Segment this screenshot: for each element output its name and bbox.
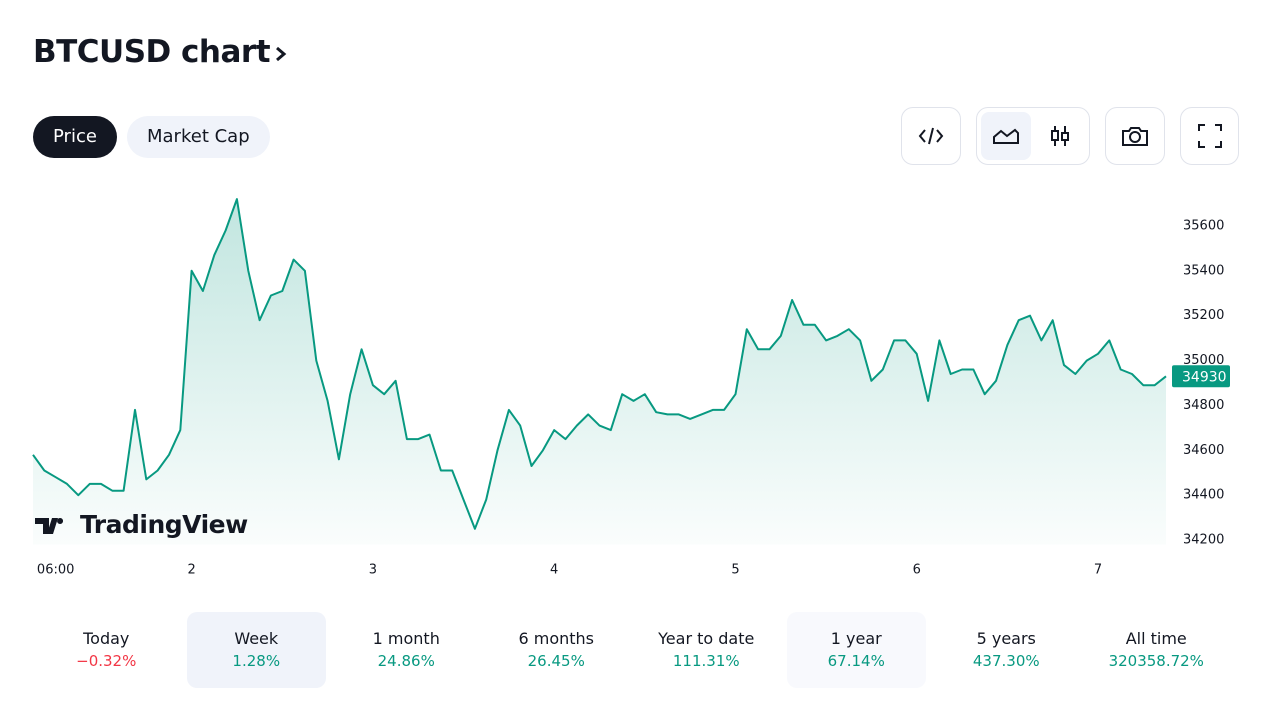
price-line (32, 198, 1167, 530)
period-label: 1 month (372, 629, 440, 648)
period[interactable]: Today −0.32% (37, 612, 176, 688)
fullscreen-button[interactable] (1180, 107, 1239, 165)
x-tick-label: 7 (1094, 563, 1102, 578)
tab[interactable]: Price (33, 116, 117, 158)
period-change: 67.14% (827, 652, 885, 670)
y-tick-label: 35400 (1183, 263, 1224, 278)
x-tick-label: 2 (187, 563, 195, 578)
period-change: 1.28% (232, 652, 281, 670)
period-change: 320358.72% (1108, 652, 1204, 670)
period[interactable]: 6 months 26.45% (487, 612, 626, 688)
tab[interactable]: Market Cap (127, 116, 270, 158)
period-label: 6 months (518, 629, 595, 648)
period-label: 1 year (830, 629, 882, 648)
period[interactable]: Week 1.28% (187, 612, 326, 688)
x-tick-label: 4 (550, 563, 558, 578)
period[interactable]: All time 320358.72% (1087, 612, 1226, 688)
period[interactable]: Year to date 111.31% (637, 612, 776, 688)
snapshot-button[interactable] (1105, 107, 1165, 165)
chevron (276, 46, 287, 61)
y-tick-label: 34400 (1183, 488, 1224, 503)
period-change: 24.86% (377, 652, 435, 670)
period-label: Week (234, 629, 279, 648)
y-tick-label: 35200 (1183, 308, 1224, 323)
x-tick-label: 5 (731, 563, 739, 578)
last-price-label: 34930 (1182, 369, 1227, 385)
period-label: Today (83, 629, 130, 648)
y-tick-label: 34800 (1183, 398, 1224, 413)
y-tick-label: 35600 (1183, 218, 1224, 233)
chart: TradingView 3420034400346003480035000352… (32, 198, 1230, 578)
period-label: 5 years (976, 629, 1036, 648)
y-tick-label: 34200 (1183, 533, 1224, 548)
y-tick-label: 35000 (1183, 353, 1224, 368)
period-change: 437.30% (972, 652, 1040, 670)
title[interactable]: BTCUSD chart (33, 34, 288, 70)
period[interactable]: 5 years 437.30% (937, 612, 1076, 688)
area-button[interactable] (981, 112, 1031, 160)
x-tick-label: 06:00 (37, 563, 74, 578)
period-label: All time (1125, 629, 1187, 648)
periods: Today −0.32% Week 1.28% 1 month 24.86% 6 month… (37, 612, 1237, 688)
period-change: 26.45% (527, 652, 585, 670)
watermark-text: TradingView (80, 510, 248, 539)
candles-button[interactable] (1035, 112, 1085, 160)
period-change: 111.31% (672, 652, 740, 670)
x-tick-label: 3 (369, 563, 377, 578)
x-tick-label: 6 (913, 563, 921, 578)
chart-style-toggle (976, 107, 1090, 165)
watermark: TradingView (35, 510, 249, 539)
period-label: Year to date (658, 629, 755, 648)
area (33, 199, 1166, 545)
y-tick-label: 34600 (1183, 443, 1224, 458)
last-price-box (1172, 365, 1230, 388)
period[interactable]: 1 year 67.14% (787, 612, 926, 688)
period-change: −0.32% (76, 652, 137, 670)
title-text: BTCUSD chart (33, 34, 271, 70)
embed-button[interactable] (901, 107, 961, 165)
period[interactable]: 1 month 24.86% (337, 612, 476, 688)
